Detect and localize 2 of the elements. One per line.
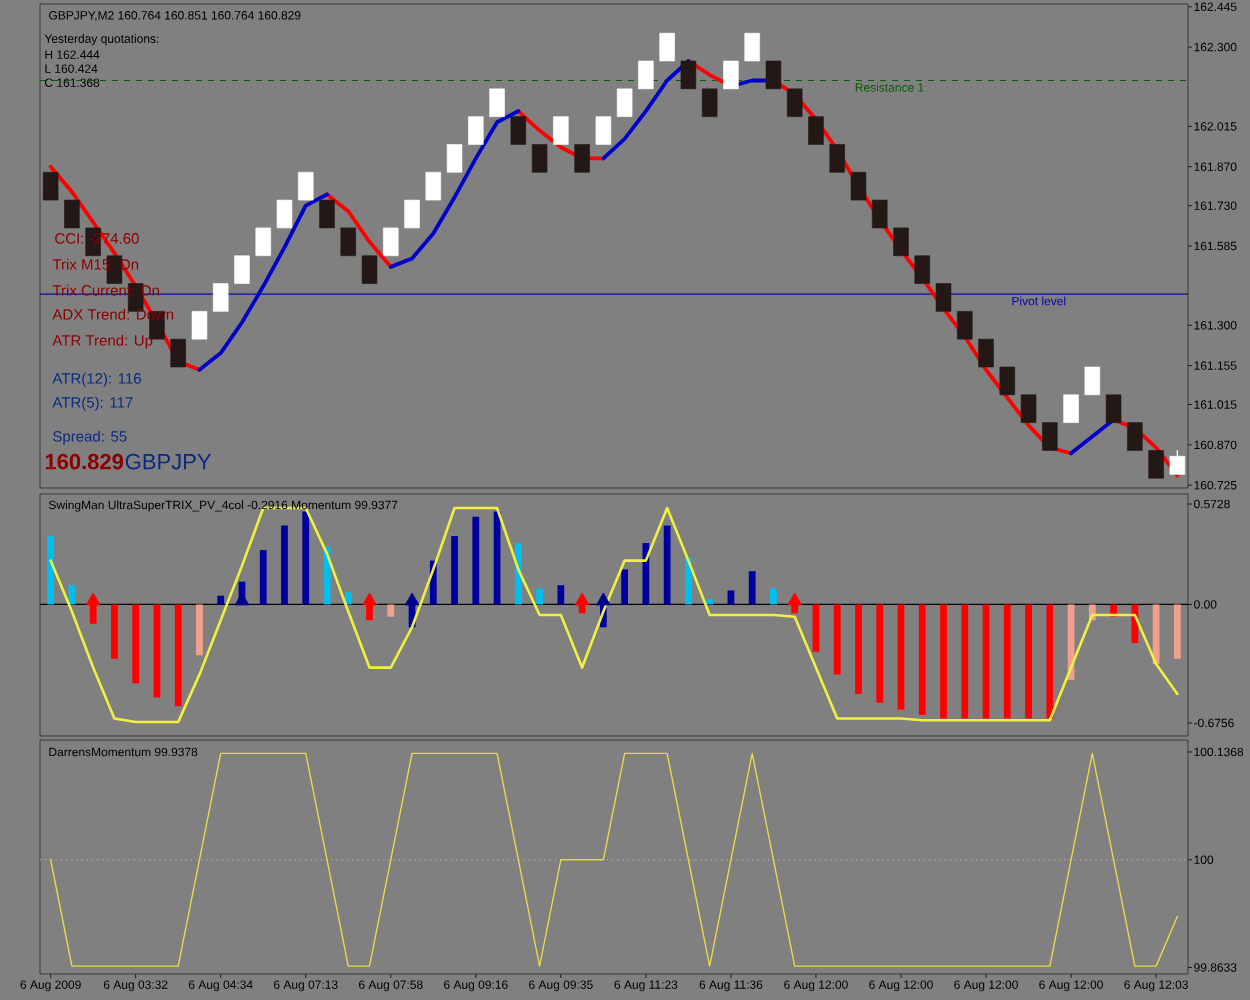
annotation: GBPJPY bbox=[125, 453, 212, 470]
annotation: 160.829 bbox=[45, 453, 124, 470]
